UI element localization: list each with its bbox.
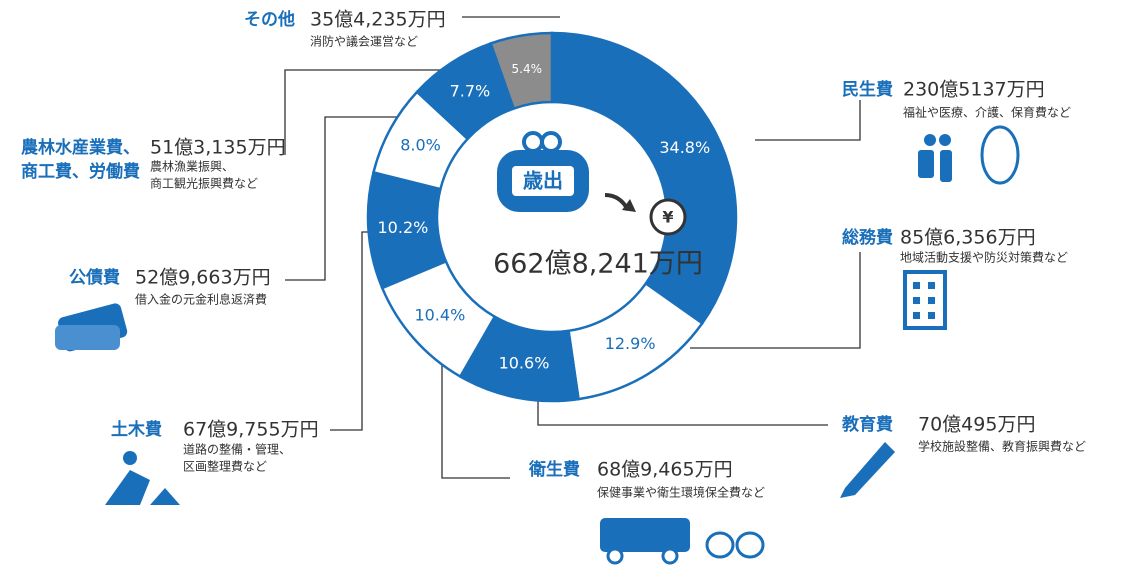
leader-line [441, 330, 510, 479]
slice-label: 12.9% [605, 334, 656, 353]
category-name: 衛生費 [528, 459, 580, 480]
amount: 230億5137万円 [903, 79, 1045, 101]
leader-line [284, 69, 470, 155]
coin-symbol: ¥ [662, 208, 673, 227]
amount: 70億495万円 [918, 414, 1035, 436]
category-name: 総務費 [842, 227, 893, 248]
category-name: 土木費 [111, 419, 162, 440]
category-name: その他 [244, 9, 295, 30]
slice-label: 7.7% [450, 82, 491, 101]
amount: 52億9,663万円 [135, 267, 271, 289]
category-name: 民生費 [842, 79, 893, 100]
amount: 67億9,755万円 [183, 419, 319, 441]
amount: 35億4,235万円 [310, 9, 446, 31]
description: 商工観光振興費など [150, 176, 258, 191]
leader-lines [284, 16, 861, 479]
center-label: 歳出 [523, 169, 563, 193]
slice-label: 34.8% [659, 138, 710, 157]
description: 農林漁業振興、 [150, 160, 234, 174]
description: 消防や議会運営など [310, 34, 418, 49]
slice-label: 10.2% [378, 218, 429, 237]
leader-line [285, 116, 430, 281]
description: 道路の整備・管理、 [183, 442, 291, 457]
description: 借入金の元金利息返済費 [135, 292, 267, 307]
icons [55, 125, 1020, 565]
leader-line [755, 100, 861, 141]
purse-icon: 歳出 [497, 131, 589, 212]
leader-line [690, 252, 861, 349]
slice [489, 31, 554, 111]
arrow-head [622, 199, 636, 212]
slice-label: 10.4% [414, 305, 465, 324]
description: 福祉や医療、介護、保育費など [903, 105, 1071, 120]
amount: 85億6,356万円 [900, 227, 1036, 249]
description: 区画整理費など [183, 459, 267, 474]
total: 662億8,241万円 [493, 249, 703, 280]
slice [550, 31, 738, 326]
slice-label: 8.0% [400, 135, 441, 154]
description: 保健事業や衛生環境保全費など [597, 485, 765, 500]
donut: 34.8% 12.9% 10.6% 10.4% 10.2% 8.0% 7.7% 5.4% [366, 31, 738, 403]
category-name: 公債費 [69, 267, 120, 288]
slice-label: 5.4% [512, 62, 543, 76]
leader-line [537, 392, 828, 426]
amount: 51億3,135万円 [150, 137, 286, 159]
category-name: 農林水産業費、 [21, 137, 140, 158]
slice-label: 10.6% [499, 353, 550, 372]
coin-icon [649, 198, 687, 236]
amount: 68億9,465万円 [597, 459, 733, 481]
category-name: 教育費 [841, 414, 893, 435]
category-name: 商工費、労働費 [21, 161, 140, 182]
description: 学校施設整備、教育振興費など [918, 439, 1086, 454]
description: 地域活動支援や防災対策費など [900, 250, 1068, 265]
